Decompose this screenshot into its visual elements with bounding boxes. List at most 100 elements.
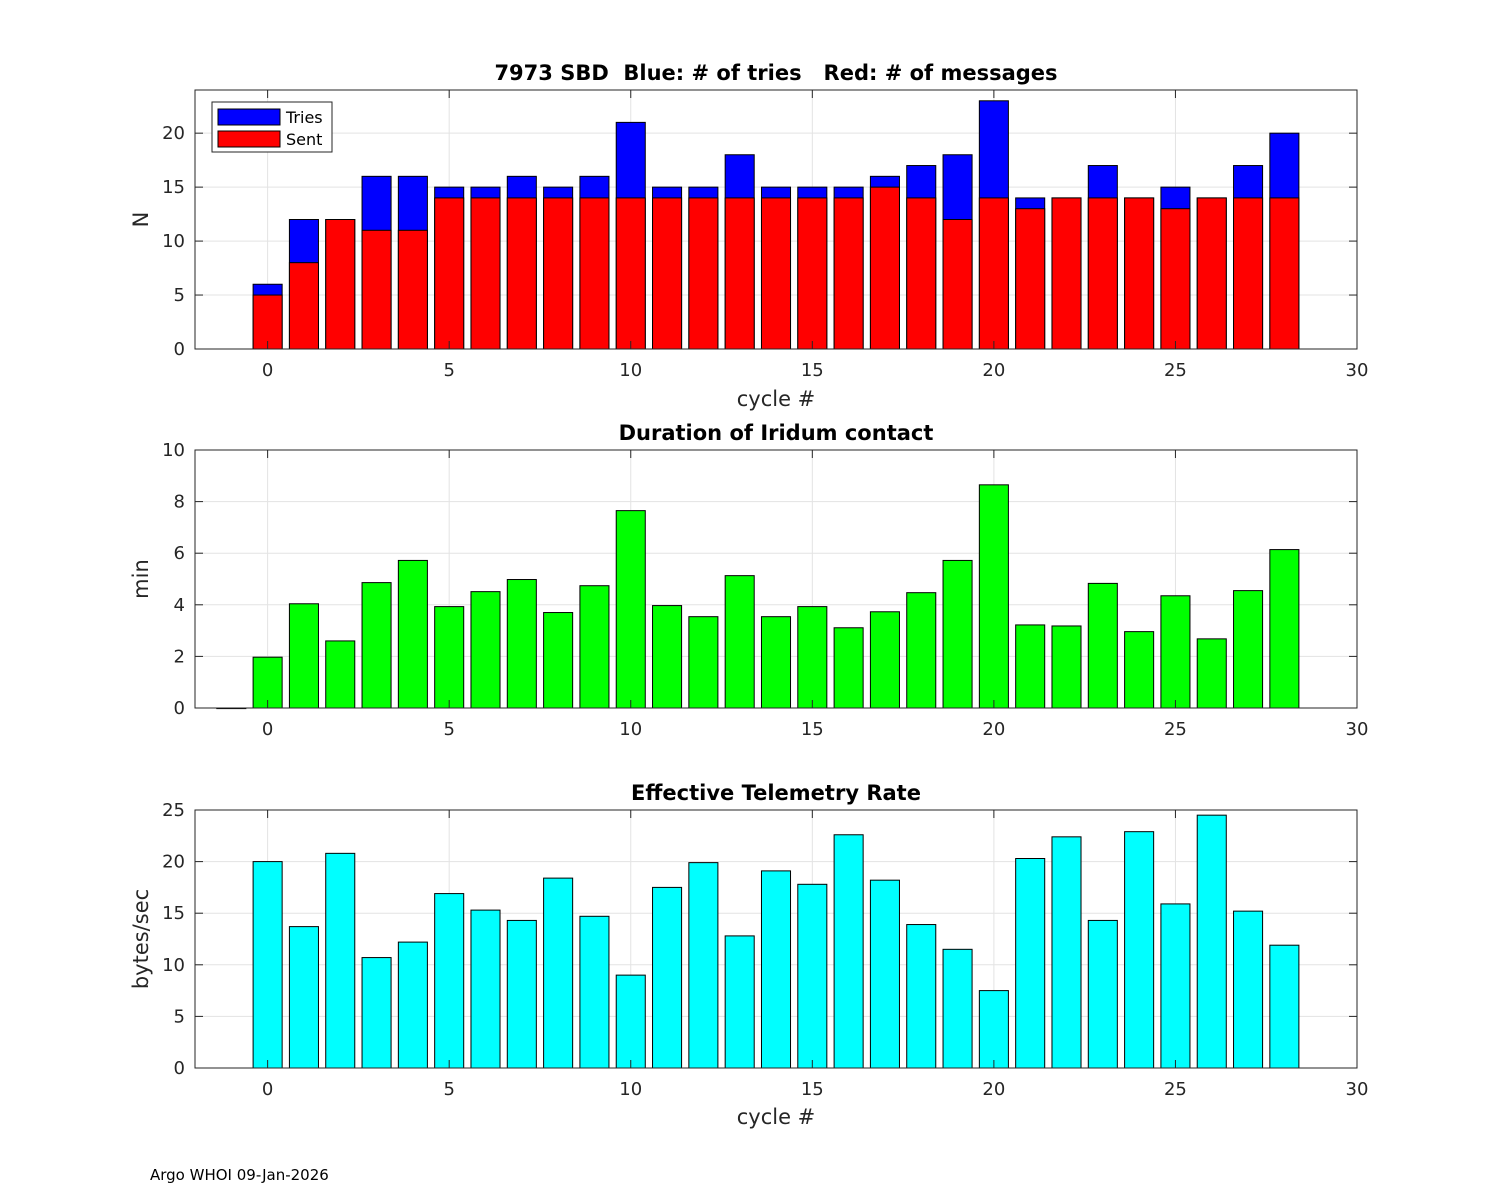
bar-rate-26 — [1196, 814, 1227, 1069]
bar-sent-16 — [833, 197, 864, 350]
y-axis-label: bytes/sec — [129, 889, 153, 989]
chart-panel-1: 0 5 10 15 20 25 30 0 5 10 15 20 7973 SBD Blue: # of … — [129, 61, 1368, 411]
x-tick-label: 0 — [262, 1079, 273, 1100]
y-tick-label: 15 — [162, 177, 185, 198]
bar-duration-25 — [1160, 595, 1191, 709]
bar-rate-9 — [579, 915, 610, 1069]
bar-duration-26 — [1196, 638, 1227, 709]
bar-rate-2 — [325, 852, 356, 1069]
bar-sent-1 — [288, 262, 319, 350]
bar-duration-1 — [288, 603, 319, 709]
bar-duration-5 — [434, 606, 465, 709]
bar-sent-8 — [543, 197, 574, 350]
bar-sent-3 — [361, 229, 392, 350]
bar-duration-14 — [760, 616, 792, 709]
bar-rate-0 — [252, 861, 283, 1069]
bar-sent-12 — [688, 197, 719, 350]
bar-rate-11 — [652, 886, 683, 1069]
bar-sent-5 — [434, 197, 465, 350]
bar-sent-11 — [652, 197, 683, 350]
bar-sent-23 — [1087, 197, 1118, 350]
x-tick-label: 15 — [801, 360, 824, 381]
bar-duration-18 — [906, 592, 937, 709]
chart-title: Duration of Iridum contact — [619, 421, 934, 445]
x-tick-label: 10 — [619, 719, 642, 740]
bar-sent-4 — [397, 229, 428, 350]
bar-duration-24 — [1124, 631, 1155, 709]
footer-label: Argo WHOI 09-Jan-2026 — [150, 1166, 329, 1184]
bar-duration-3 — [361, 582, 392, 709]
chart-title: Effective Telemetry Rate — [631, 781, 921, 805]
y-tick-label: 20 — [162, 123, 185, 144]
bar-rate-17 — [869, 879, 900, 1069]
legend-swatch-sent — [217, 130, 281, 148]
x-tick-label: 20 — [982, 1079, 1005, 1100]
bar-rate-15 — [797, 883, 828, 1069]
y-tick-label: 25 — [162, 800, 185, 821]
legend-label-tries: Tries — [285, 108, 323, 127]
bar-sent-24 — [1124, 197, 1155, 350]
x-tick-label: 0 — [262, 360, 273, 381]
bar-rate-28 — [1269, 944, 1300, 1069]
bar-sent-17 — [869, 186, 900, 350]
bar-sent-14 — [760, 197, 792, 350]
legend: Tries Sent — [211, 101, 333, 153]
bar-sent-26 — [1196, 197, 1227, 350]
x-tick-label: 30 — [1346, 360, 1369, 381]
bar-rate-25 — [1160, 903, 1191, 1069]
y-tick-label: 8 — [174, 492, 185, 513]
bar-sent-6 — [470, 197, 501, 350]
y-axis-label: min — [129, 559, 153, 599]
bar-rate-7 — [506, 919, 537, 1069]
bar-rate-22 — [1051, 836, 1082, 1069]
bar-duration-17 — [869, 611, 900, 709]
x-tick-label: 5 — [443, 360, 454, 381]
bar-duration-28 — [1269, 549, 1300, 709]
bar-rate-4 — [397, 941, 428, 1069]
x-tick-label: 10 — [619, 360, 642, 381]
y-tick-label: 20 — [162, 852, 185, 873]
x-tick-label: 10 — [619, 1079, 642, 1100]
x-tick-label: 5 — [443, 719, 454, 740]
x-tick-label: 15 — [801, 1079, 824, 1100]
bar-duration-13 — [724, 575, 755, 709]
bar-sent-2 — [325, 219, 356, 350]
bar-duration-15 — [797, 606, 828, 709]
x-tick-label: 15 — [801, 719, 824, 740]
y-tick-label: 10 — [162, 231, 185, 252]
bar-rate-14 — [760, 870, 792, 1069]
bar-duration-22 — [1051, 625, 1082, 709]
chart-panel-3: 0 5 10 15 20 25 30 0 5 10 15 20 25 Effective Telemetr… — [129, 781, 1368, 1129]
x-tick-label: 20 — [982, 719, 1005, 740]
bar-rate-13 — [724, 935, 755, 1069]
axes-box — [194, 809, 1358, 1069]
bar-duration-12 — [688, 616, 719, 709]
bar-duration-23 — [1087, 582, 1118, 709]
y-tick-label: 0 — [174, 698, 185, 719]
y-tick-label: 6 — [174, 543, 185, 564]
bar-sent-21 — [1015, 208, 1046, 350]
x-tick-label: 30 — [1346, 1079, 1369, 1100]
bar-sent-9 — [579, 197, 610, 350]
bar-duration-20 — [978, 484, 1009, 709]
bar-duration-7 — [506, 579, 537, 709]
bar-duration-16 — [833, 627, 864, 709]
bar-rate-8 — [543, 877, 574, 1069]
bar-sent-20 — [978, 197, 1009, 350]
x-tick-label: 25 — [1164, 719, 1187, 740]
x-tick-label: 5 — [443, 1079, 454, 1100]
bar-duration-2 — [325, 640, 356, 709]
bar-sent-25 — [1160, 208, 1191, 350]
x-axis-label: cycle # — [737, 387, 816, 411]
y-axis-label: N — [129, 212, 153, 228]
bar-duration-21 — [1015, 624, 1046, 709]
bar-sent-13 — [724, 197, 755, 350]
bar-rate-5 — [434, 893, 465, 1069]
bar-duration-0 — [252, 656, 283, 709]
bar-sent-19 — [942, 219, 973, 350]
bar-duration-10 — [615, 510, 646, 709]
legend-label-sent: Sent — [286, 130, 322, 149]
y-tick-label: 10 — [162, 440, 185, 461]
bar-rate-19 — [942, 948, 973, 1069]
